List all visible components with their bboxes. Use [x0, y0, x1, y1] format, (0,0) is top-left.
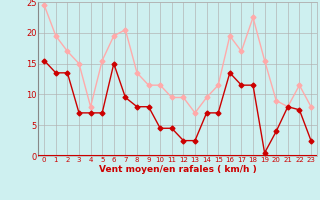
X-axis label: Vent moyen/en rafales ( km/h ): Vent moyen/en rafales ( km/h ) — [99, 165, 256, 174]
